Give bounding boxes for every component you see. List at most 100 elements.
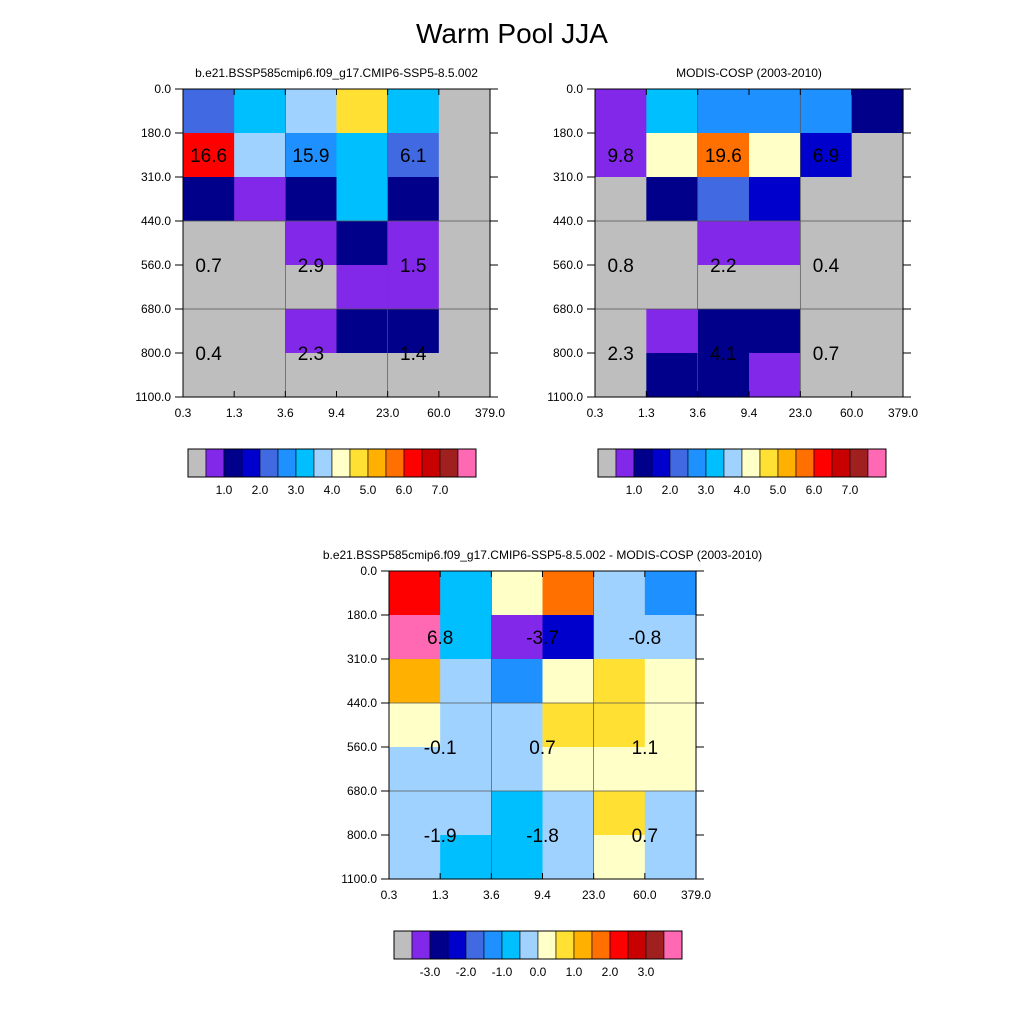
colorbar-tick-label: 3.0 <box>288 483 305 497</box>
y-tick-label: 0.0 <box>154 82 171 96</box>
heatmap-cell <box>646 265 699 310</box>
heatmap-cell <box>646 89 699 134</box>
colorbar-tick-label: 1.0 <box>626 483 643 497</box>
heatmap-cell <box>491 747 544 792</box>
heatmap-cell <box>491 615 544 660</box>
panel-title: b.e21.BSSP585cmip6.f09_g17.CMIP6-SSP5-8.… <box>323 548 762 562</box>
cell-value-label: -1.8 <box>526 826 559 847</box>
heatmap-cell <box>593 703 646 748</box>
y-tick-label: 440.0 <box>347 696 377 710</box>
heatmap-cell <box>595 353 647 398</box>
heatmap-cell <box>595 221 647 266</box>
colorbar-box <box>205 448 225 478</box>
colorbar-box <box>519 930 539 960</box>
cell-value-label: 1.1 <box>632 738 658 759</box>
heatmap-cell <box>851 133 904 178</box>
heatmap-cell <box>183 265 235 310</box>
x-tick-label: 0.3 <box>381 888 398 902</box>
heatmap-panel-2: MODIS-COSP (2003-2010) 0.3 1.3 3.6 9.4 23.0 60… <box>547 66 918 497</box>
heatmap-cell <box>438 177 491 222</box>
colorbar-box <box>429 930 449 960</box>
heatmap-cell <box>749 265 801 310</box>
x-tick-label: 9.4 <box>534 888 551 902</box>
colorbar-box <box>609 930 629 960</box>
y-tick-label: 1100.0 <box>341 872 377 886</box>
colorbar-box <box>331 448 351 478</box>
cell-value-label: 0.4 <box>813 256 840 277</box>
colorbar-tick-label: 7.0 <box>842 483 859 497</box>
heatmap-cell <box>387 221 440 266</box>
colorbar-box <box>421 448 441 478</box>
heatmap-cell <box>697 309 750 354</box>
colorbar-box <box>537 930 557 960</box>
heatmap-cell <box>440 571 492 616</box>
colorbar-box <box>759 448 779 478</box>
heatmap-cell <box>183 89 235 134</box>
heatmap-cell <box>336 221 389 266</box>
heatmap-cell <box>438 265 491 310</box>
colorbar-box <box>687 448 707 478</box>
heatmap-cell <box>336 177 389 222</box>
cell-value-label: 2.3 <box>298 344 324 365</box>
colorbar-tick-label: 1.0 <box>566 965 583 979</box>
heatmap-cell <box>387 177 440 222</box>
heatmap-cell <box>234 133 286 178</box>
cell-value-label: -3.7 <box>526 628 559 649</box>
heatmap-cell <box>234 221 286 266</box>
heatmap-cell <box>644 835 697 880</box>
y-tick-label: 680.0 <box>347 784 377 798</box>
heatmap-cell <box>697 89 750 134</box>
panel-title: b.e21.BSSP585cmip6.f09_g17.CMIP6-SSP5-8.… <box>195 66 478 80</box>
heatmap-cell <box>491 835 544 880</box>
colorbar-box <box>393 930 413 960</box>
heatmap-cell <box>749 133 801 178</box>
colorbar-box <box>411 930 431 960</box>
cell-value-label: 1.5 <box>400 256 426 277</box>
heatmap-cell <box>387 89 440 134</box>
heatmap-cell <box>389 571 441 616</box>
heatmap-cell <box>336 133 389 178</box>
colorbar-box <box>295 448 315 478</box>
colorbar-tick-label: -1.0 <box>492 965 513 979</box>
heatmap-cell <box>593 659 646 704</box>
colorbar-tick-label: 5.0 <box>360 483 377 497</box>
colorbar-tick-label: 1.0 <box>216 483 233 497</box>
y-tick-label: 560.0 <box>141 258 171 272</box>
x-tick-label: 3.6 <box>277 406 294 420</box>
colorbar-box <box>633 448 653 478</box>
colorbar-box <box>705 448 725 478</box>
heatmap-cell <box>336 309 389 354</box>
heatmap-cell <box>389 791 441 836</box>
heatmap-cell <box>440 747 492 792</box>
cell-value-label: -1.9 <box>424 826 457 847</box>
heatmap-cell <box>440 703 492 748</box>
heatmap-cell <box>749 177 801 222</box>
colorbar-box <box>867 448 887 478</box>
heatmap-cell <box>542 659 595 704</box>
heatmap-cell <box>440 791 492 836</box>
y-tick-label: 680.0 <box>553 302 583 316</box>
heatmap-cell <box>595 309 647 354</box>
colorbar-box <box>223 448 243 478</box>
heatmap-cell <box>183 221 235 266</box>
cell-value-label: 9.8 <box>607 146 633 167</box>
panel-title: MODIS-COSP (2003-2010) <box>676 66 822 80</box>
heatmap-cell <box>491 571 544 616</box>
heatmap-cell <box>644 659 697 704</box>
heatmap-cell <box>800 133 853 178</box>
colorbar-box <box>349 448 369 478</box>
heatmap-cell <box>440 659 492 704</box>
colorbar-tick-label: 3.0 <box>638 965 655 979</box>
y-tick-label: 180.0 <box>347 608 377 622</box>
colorbar-tick-label: 6.0 <box>806 483 823 497</box>
cell-value-label: 0.4 <box>195 344 222 365</box>
heatmap-cell <box>697 221 750 266</box>
heatmap-cell <box>491 703 544 748</box>
heatmap-cell <box>389 835 441 880</box>
cell-value-label: 6.1 <box>400 146 426 167</box>
colorbar-box <box>723 448 743 478</box>
heatmap-cell <box>542 571 595 616</box>
x-tick-label: 60.0 <box>633 888 657 902</box>
heatmap-cell <box>234 309 286 354</box>
heatmap-cell <box>593 615 646 660</box>
